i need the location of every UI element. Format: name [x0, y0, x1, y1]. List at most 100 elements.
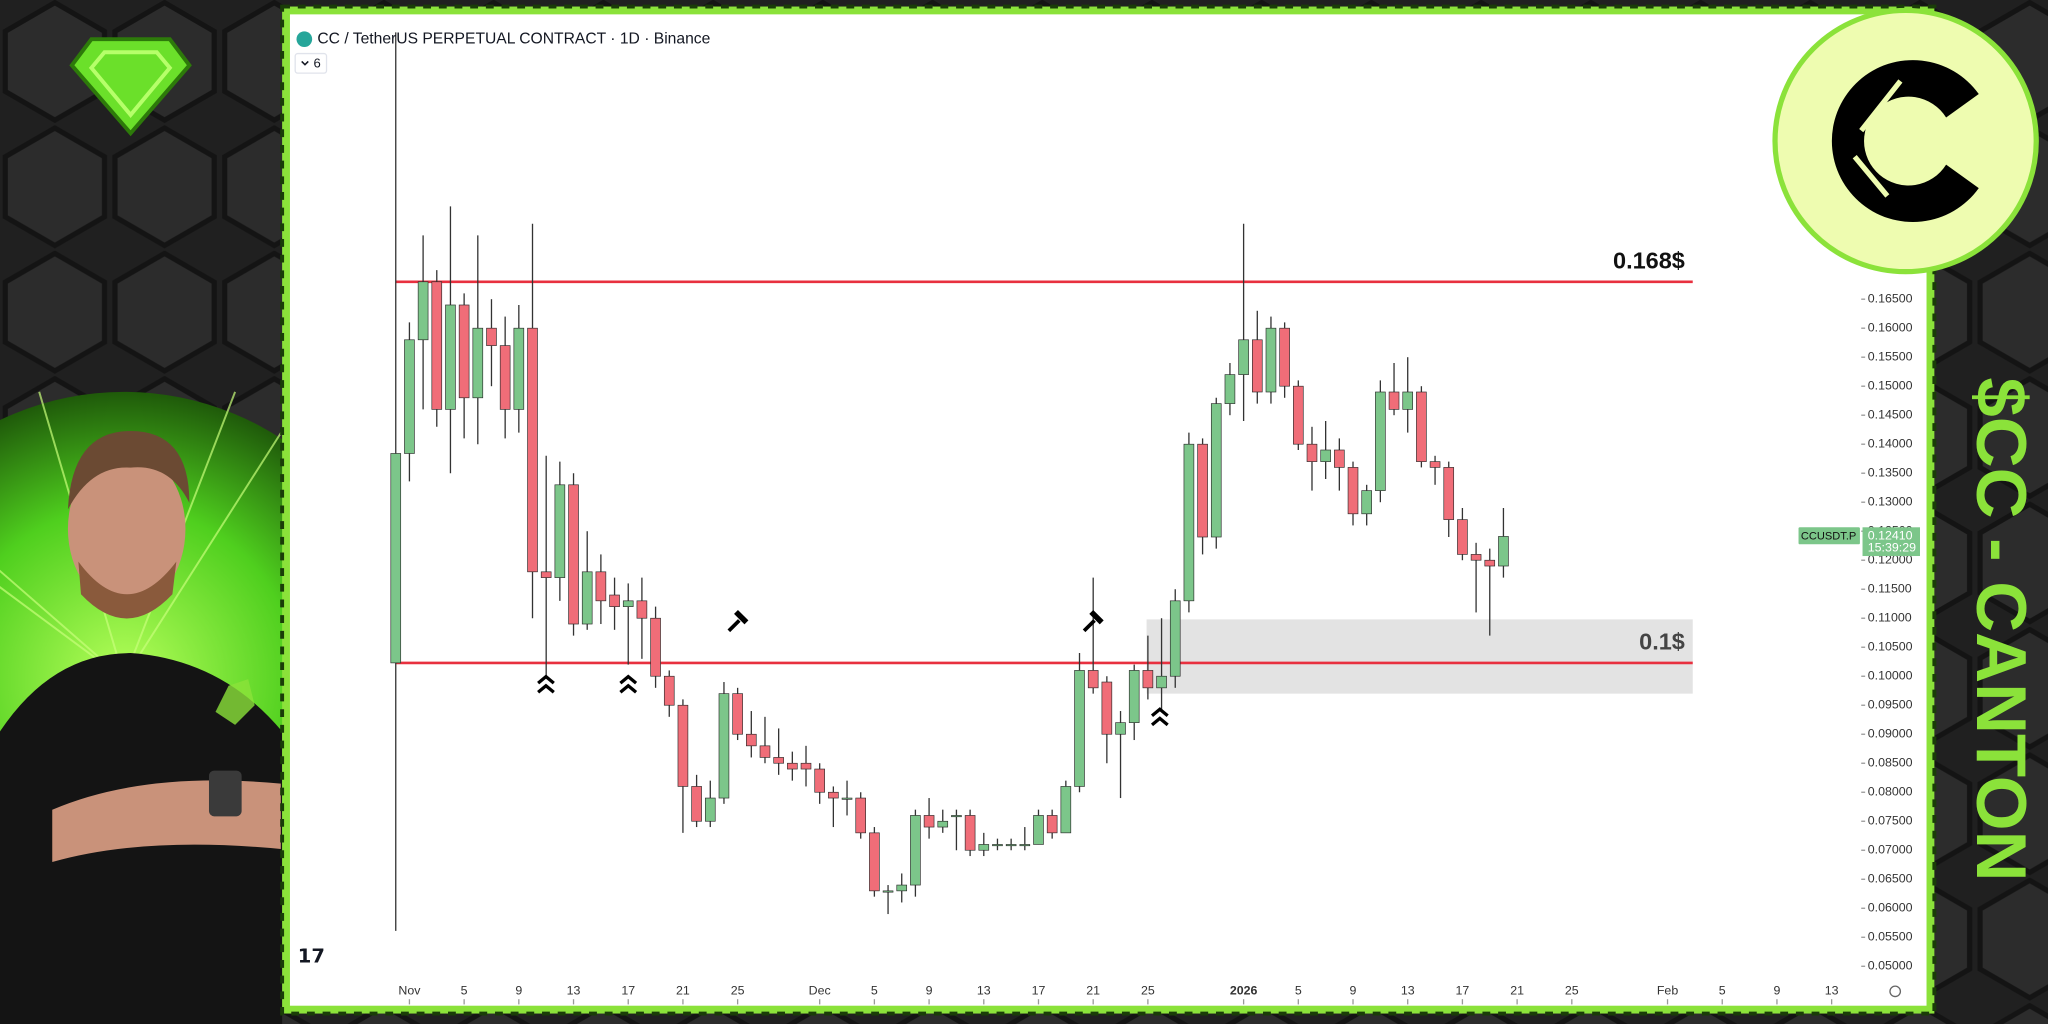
candle-body [1484, 559, 1496, 567]
candle-body [1388, 391, 1400, 410]
candle-body [828, 791, 839, 799]
candle-body [527, 327, 538, 573]
candle-body [1142, 670, 1154, 689]
candle-body [896, 884, 908, 892]
indicator-toggle[interactable] [294, 52, 328, 74]
candle-body [1060, 786, 1072, 834]
candle-body [499, 345, 511, 410]
candle-body [732, 693, 743, 735]
candle-body [445, 304, 456, 410]
price-tag-countdown: 15:39:29 [1868, 540, 1916, 554]
candle-body [1238, 339, 1249, 375]
candle-body [663, 675, 675, 706]
y-tick-label: 0.10000 [1868, 669, 1913, 683]
candle-body [1005, 844, 1017, 847]
candle-body [1402, 391, 1414, 410]
x-tick-label: 21 [1086, 984, 1100, 998]
x-tick-label: 13 [567, 984, 581, 998]
plot: 0.05000 0.05500 0.06000 0.06500 0.07000 0.075… [390, 32, 1920, 1005]
x-tick-label: 9 [926, 984, 933, 998]
candle-body [691, 786, 702, 822]
x-tick-label: 17 [621, 984, 635, 998]
candle-body [814, 768, 825, 793]
candle-body [1224, 374, 1236, 404]
y-tick-label: 0.09500 [1868, 698, 1913, 712]
settings-icon[interactable] [1889, 985, 1902, 998]
y-tick-label: 0.05500 [1868, 930, 1913, 944]
chart-title: CC / TetherUS PERPETUAL CONTRACT · 1D · … [317, 30, 710, 47]
candle-body [1416, 391, 1427, 462]
candle-body [540, 571, 552, 578]
candle-body [923, 815, 935, 828]
x-tick-label: 5 [1719, 984, 1726, 998]
candle-body [677, 704, 689, 787]
x-tick-label: 13 [1825, 984, 1839, 998]
candle-body [1429, 461, 1441, 468]
candle-body [581, 571, 593, 625]
x-tick-label: 25 [1141, 984, 1155, 998]
candle-body [978, 844, 990, 851]
candle-body [1101, 681, 1113, 735]
price-tag [1862, 527, 1920, 557]
presenter [0, 431, 283, 1024]
candle-body [1470, 554, 1482, 561]
y-tick-label: 0.13500 [1868, 465, 1913, 479]
candle-body [1498, 536, 1509, 567]
candle-body [1210, 403, 1222, 538]
candle-body [773, 757, 784, 764]
candle-body [1169, 600, 1181, 677]
candle-body [458, 304, 470, 399]
indicator-count: 6 [313, 55, 320, 70]
candle-body [1334, 449, 1345, 468]
x-tick-label: Feb [1657, 984, 1678, 998]
y-tick-label: 0.13000 [1868, 494, 1913, 508]
x-tick-label: 17 [1032, 984, 1046, 998]
candle-body [404, 339, 415, 454]
candle-body [746, 733, 757, 747]
candle-body [964, 815, 976, 851]
candle-body [1265, 327, 1277, 393]
support-zone [1146, 619, 1693, 694]
x-tick-label: 9 [1350, 984, 1357, 998]
x-tick-label: 13 [1401, 984, 1415, 998]
candle-body [1033, 815, 1044, 845]
candle-body [568, 484, 579, 625]
x-tick-label: 2026 [1230, 984, 1258, 998]
candle-body [486, 327, 497, 346]
x-tick-label: Dec [809, 984, 831, 998]
candle-body [636, 600, 648, 619]
coin-logo [1772, 7, 2039, 275]
candle-body [472, 327, 484, 399]
candle-body [1156, 675, 1167, 689]
y-tick-label: 0.08000 [1868, 785, 1913, 799]
candle-body [1361, 490, 1372, 515]
candle-body [609, 594, 620, 607]
x-tick-label: 5 [1295, 984, 1302, 998]
candle-body [1183, 443, 1195, 602]
y-tick-label: 0.10500 [1868, 640, 1913, 654]
candle-body [622, 600, 634, 607]
x-tick-label: 21 [1510, 984, 1524, 998]
x-tick-label: 5 [871, 984, 878, 998]
candle-body [992, 844, 1003, 847]
y-tick-label: 0.15000 [1868, 378, 1913, 392]
candle-body [1019, 844, 1031, 847]
x-tick-label: 5 [461, 984, 468, 998]
candle-body [704, 797, 716, 822]
candle-body [787, 762, 798, 770]
x-tick-label: Nov [398, 984, 421, 998]
y-tick-label: 0.15500 [1868, 349, 1913, 363]
brand-logo [69, 37, 192, 137]
price-tag-symbol-bg [1798, 527, 1860, 545]
candle-body [759, 745, 771, 758]
candle-body [1347, 467, 1359, 515]
candle-body [1457, 519, 1468, 555]
y-tick-label: 0.16500 [1868, 291, 1913, 305]
candle-body [1306, 443, 1318, 462]
y-tick-label: 0.07000 [1868, 843, 1913, 857]
candle-body [1375, 391, 1386, 491]
candle-body [595, 571, 607, 602]
candle-body [718, 693, 730, 799]
